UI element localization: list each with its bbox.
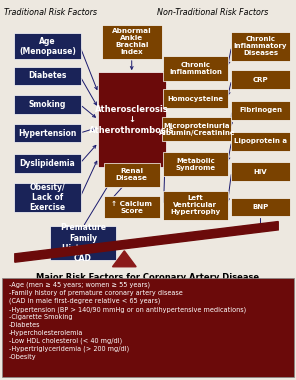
FancyBboxPatch shape — [231, 70, 290, 89]
Text: Microproteinuria
Albumin/Creatinine: Microproteinuria Albumin/Creatinine — [159, 123, 235, 136]
FancyBboxPatch shape — [231, 32, 290, 61]
Text: Non-Traditional Risk Factors: Non-Traditional Risk Factors — [157, 8, 269, 17]
Text: Dyslipidemia: Dyslipidemia — [20, 159, 75, 168]
FancyBboxPatch shape — [102, 25, 162, 59]
FancyBboxPatch shape — [162, 117, 231, 141]
FancyBboxPatch shape — [163, 191, 228, 220]
FancyBboxPatch shape — [2, 278, 294, 377]
FancyBboxPatch shape — [14, 33, 81, 59]
FancyBboxPatch shape — [14, 95, 81, 114]
FancyBboxPatch shape — [163, 89, 228, 108]
Text: Age
(Menopause): Age (Menopause) — [19, 36, 76, 56]
Text: Smoking: Smoking — [29, 100, 66, 109]
FancyBboxPatch shape — [231, 132, 290, 150]
Text: ↑ Calcium
Score: ↑ Calcium Score — [111, 201, 152, 214]
FancyBboxPatch shape — [231, 162, 290, 181]
Text: Hypertension: Hypertension — [18, 128, 77, 138]
Text: Diabetes: Diabetes — [28, 71, 67, 81]
FancyBboxPatch shape — [231, 101, 290, 119]
Polygon shape — [15, 222, 278, 262]
FancyBboxPatch shape — [163, 56, 228, 81]
Text: Atherosclerosis
↓
Atherothrombosis: Atherosclerosis ↓ Atherothrombosis — [89, 105, 175, 135]
Text: -Age (men ≥ 45 years; women ≥ 55 years)
-Family history of premature coronary ar: -Age (men ≥ 45 years; women ≥ 55 years) … — [9, 282, 246, 360]
Text: BNP: BNP — [252, 204, 268, 210]
Text: Metabolic
Syndrome: Metabolic Syndrome — [175, 158, 215, 171]
FancyBboxPatch shape — [14, 124, 81, 142]
Text: Chronic
Inflammation: Chronic Inflammation — [169, 62, 222, 75]
Text: Traditional Risk Factors: Traditional Risk Factors — [4, 8, 97, 17]
FancyBboxPatch shape — [163, 152, 228, 176]
Text: Major Risk Factors for Coronary Artery Disease: Major Risk Factors for Coronary Artery D… — [36, 273, 260, 282]
Text: HIV: HIV — [254, 169, 267, 175]
Text: Obesity/
Lack of
Exercise: Obesity/ Lack of Exercise — [29, 183, 65, 212]
FancyBboxPatch shape — [104, 163, 160, 187]
Text: Left
Ventricular
Hypertrophy: Left Ventricular Hypertrophy — [170, 195, 221, 215]
Text: Homocysteine: Homocysteine — [167, 96, 223, 102]
Text: Renal
Disease: Renal Disease — [116, 168, 148, 181]
FancyBboxPatch shape — [14, 66, 81, 85]
Text: Fibrinogen: Fibrinogen — [239, 107, 282, 113]
Text: Chronic
Inflammatory
Diseases: Chronic Inflammatory Diseases — [234, 36, 287, 56]
FancyBboxPatch shape — [104, 196, 160, 218]
FancyBboxPatch shape — [98, 72, 166, 167]
FancyBboxPatch shape — [231, 198, 290, 217]
Text: CRP: CRP — [253, 77, 268, 83]
Text: Abnormal
Ankle
Brachial
Index: Abnormal Ankle Brachial Index — [112, 28, 152, 55]
FancyBboxPatch shape — [14, 183, 81, 212]
Text: Lipoprotein a: Lipoprotein a — [234, 138, 287, 144]
Polygon shape — [112, 251, 136, 267]
FancyBboxPatch shape — [50, 226, 116, 260]
FancyBboxPatch shape — [14, 154, 81, 173]
Text: Premature
Family
History of
CAD: Premature Family History of CAD — [60, 223, 106, 263]
